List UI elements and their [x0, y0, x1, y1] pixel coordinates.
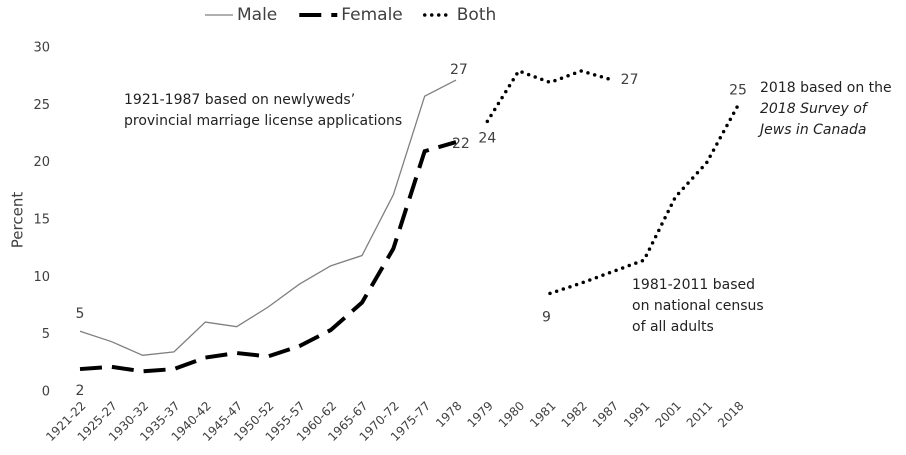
- data-label: 27: [621, 72, 639, 88]
- series-line: [548, 103, 740, 296]
- legend-item: Female: [299, 5, 403, 25]
- x-tick-label: 1979: [464, 399, 495, 430]
- legend-label: Male: [237, 5, 277, 25]
- x-tick-label: 1987: [590, 399, 621, 430]
- legend-label: Both: [457, 5, 497, 25]
- x-tick-label: 1978: [433, 399, 464, 430]
- y-tick-label: 15: [33, 213, 50, 228]
- y-axis-label: Percent: [9, 192, 27, 249]
- annotation: of all adults: [632, 319, 714, 335]
- y-tick-label: 10: [33, 270, 50, 285]
- x-tick-label: 1980: [496, 399, 527, 430]
- x-tick-label: 1981: [527, 399, 558, 430]
- data-label: 5: [76, 306, 85, 322]
- annotation: 2018 based on the: [760, 80, 892, 96]
- x-tick-label: 2001: [652, 399, 683, 430]
- y-tick-label: 25: [33, 98, 50, 113]
- legend-item: Male: [205, 5, 277, 25]
- data-label: 24: [478, 130, 496, 146]
- x-tick-label: 1982: [558, 399, 589, 430]
- annotation: 2018 Survey of: [760, 101, 869, 117]
- data-label: 25: [729, 82, 747, 98]
- legend-item: Both: [423, 5, 497, 25]
- series-line: [79, 79, 457, 356]
- series-line: [79, 140, 457, 374]
- data-label: 9: [542, 309, 551, 325]
- legend-label: Female: [341, 5, 402, 25]
- y-tick-label: 0: [42, 385, 50, 400]
- y-tick-label: 20: [33, 155, 50, 170]
- data-label: 27: [450, 62, 468, 78]
- data-label: 2: [76, 383, 85, 399]
- annotation: provincial marriage license applications: [124, 113, 402, 129]
- annotation: Jews in Canada: [757, 122, 866, 138]
- series-line: [485, 68, 615, 124]
- annotation: 1981-2011 based: [632, 277, 755, 293]
- y-tick-label: 5: [42, 327, 50, 342]
- x-tick-label: 2011: [684, 399, 715, 430]
- data-label: 22: [452, 136, 470, 152]
- y-tick-label: 30: [33, 41, 50, 56]
- annotation: on national census: [632, 298, 764, 314]
- annotation: 1921-1987 based on newlyweds’: [124, 92, 355, 108]
- x-tick-label: 1991: [621, 399, 652, 430]
- x-tick-label: 2018: [715, 399, 746, 430]
